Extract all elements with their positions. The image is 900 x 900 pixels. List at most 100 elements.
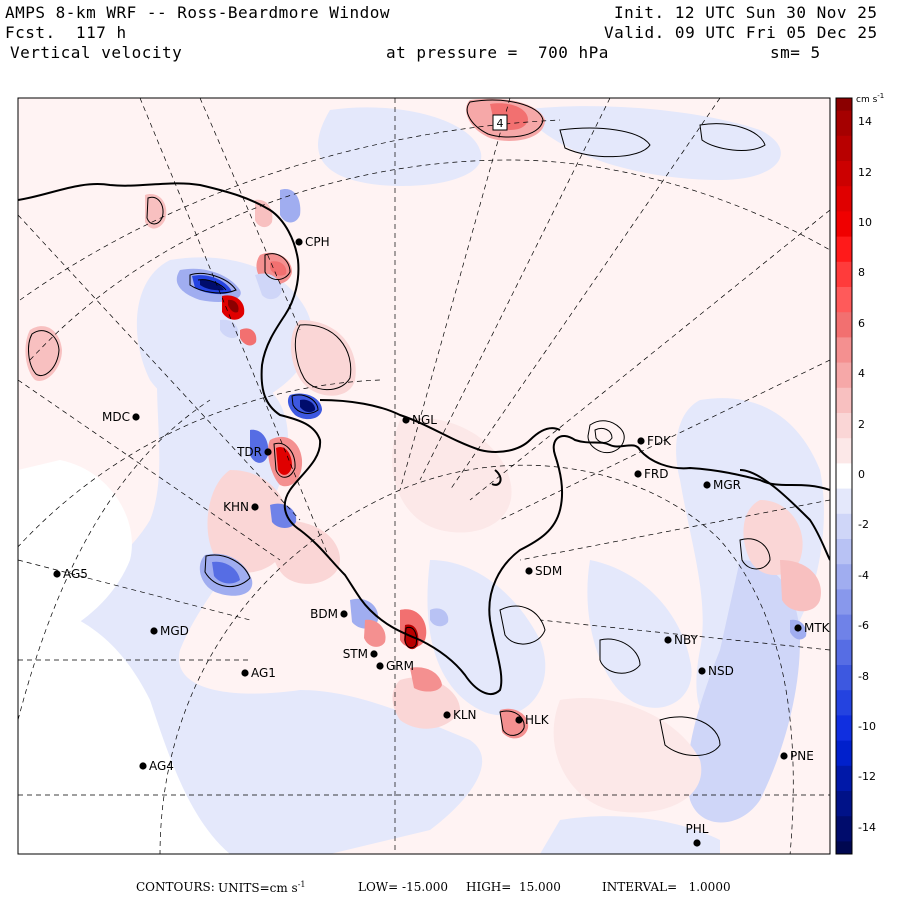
station-nsd: NSD — [698, 664, 734, 678]
colorbar-frame — [835, 97, 853, 855]
station-dot — [698, 667, 706, 675]
valid-time: Valid. 09 UTC Fri 05 Dec 25 — [604, 23, 878, 42]
station-nby: NBY — [664, 633, 699, 647]
colorbar-swatch — [836, 639, 852, 666]
station-grm: GRM — [376, 659, 414, 673]
station-label: NBY — [674, 633, 699, 647]
colorbar-tick-label: -14 — [858, 820, 876, 834]
station-ag5: AG5 — [53, 567, 88, 581]
station-khn: KHN — [223, 500, 259, 514]
colorbar-tick-label: 14 — [858, 115, 872, 129]
footer-contours-label: CONTOURS: — [136, 880, 215, 894]
station-pne: PNE — [780, 749, 814, 763]
colorbar-tick-label: 0 — [858, 468, 865, 481]
station-dot — [693, 839, 701, 847]
colorbar-tick-label: -2 — [858, 518, 869, 532]
map-marker: 4 — [492, 114, 508, 131]
colorbar-tick-label: 10 — [858, 216, 872, 229]
station-dot — [53, 570, 61, 578]
colorbar-swatch — [836, 614, 852, 641]
contours — [28, 99, 771, 756]
colorbar-swatch — [836, 413, 852, 439]
pressure-level: at pressure = 700 hPa — [386, 43, 609, 62]
map-title: AMPS 8-km WRF -- Ross-Beardmore Window — [5, 3, 391, 22]
station-dot — [780, 752, 788, 760]
footer-high: HIGH= 15.000 — [466, 880, 561, 894]
station-frd: FRD — [634, 467, 668, 481]
station-kln: KLN — [443, 708, 477, 722]
station-fdk: FDK — [637, 434, 672, 448]
stations: CPH MDC NGL FDK FRD MGR TDR KHN AG5 SDM BDM MGD NBY M… — [53, 235, 830, 847]
colorbar-swatch — [836, 841, 852, 855]
colorbar-swatch — [836, 589, 852, 616]
station-cph: CPH — [295, 235, 330, 249]
station-dot — [150, 627, 158, 635]
station-label: AG4 — [149, 759, 174, 773]
map-frame — [17, 97, 831, 855]
colorbar-swatch — [836, 362, 852, 389]
station-dot — [664, 636, 672, 644]
station-label: NSD — [708, 664, 734, 678]
station-dot — [794, 624, 802, 632]
station-label: AG5 — [63, 567, 88, 581]
colorbar-swatch — [836, 665, 852, 691]
colorbar-swatch — [836, 312, 852, 338]
station-dot — [703, 481, 711, 489]
station-hlk: HLK — [515, 713, 550, 727]
station-label: NGL — [412, 413, 437, 427]
station-label: MGR — [713, 478, 741, 492]
colorbar-tick-label: 6 — [858, 316, 865, 330]
field-name: Vertical velocity — [10, 43, 183, 62]
station-mgr: MGR — [703, 478, 741, 492]
station-label: MTK — [804, 621, 831, 635]
station-label: GRM — [386, 659, 414, 673]
init-time: Init. 12 UTC Sun 30 Nov 25 — [614, 3, 878, 22]
colorbar-tick-label: 8 — [858, 266, 865, 280]
colorbar-tick-label: -8 — [858, 669, 869, 683]
colorbar-swatch — [836, 438, 852, 464]
colorbar-swatch — [836, 488, 852, 515]
colorbar-swatch — [836, 337, 852, 364]
station-label: MGD — [160, 624, 189, 638]
station-dot — [251, 503, 259, 511]
station-phl: PHL — [686, 822, 709, 847]
colorbar-swatch — [836, 816, 852, 842]
station-dot — [340, 610, 348, 618]
station-dot — [295, 238, 303, 246]
station-stm: STM — [343, 647, 378, 661]
station-mtk: MTK — [794, 621, 830, 635]
colorbar-tick-label: 2 — [858, 417, 865, 431]
station-label: KLN — [453, 708, 477, 722]
coastline — [18, 182, 830, 695]
colorbar-swatch — [836, 513, 852, 540]
forecast-hour: Fcst. 117 h — [5, 23, 127, 42]
colorbar-swatch — [836, 791, 852, 817]
station-dot — [443, 711, 451, 719]
station-bdm: BDM — [310, 607, 348, 621]
station-ag1: AG1 — [241, 666, 276, 680]
station-label: BDM — [310, 607, 338, 621]
colorbar — [836, 98, 852, 855]
map-marker-label: 4 — [497, 117, 504, 130]
colorbar-tick-label: -10 — [858, 720, 876, 733]
station-sdm: SDM — [525, 564, 562, 578]
station-label: PHL — [686, 822, 709, 836]
station-dot — [241, 669, 249, 677]
footer-interval: INTERVAL= 1.0000 — [602, 880, 731, 894]
station-dot — [370, 650, 378, 658]
station-label: AG1 — [251, 666, 276, 680]
station-ag4: AG4 — [139, 759, 174, 773]
colorbar-swatch — [836, 211, 852, 238]
station-dot — [525, 567, 533, 575]
colorbar-swatch — [836, 740, 852, 767]
footer-units: UNITS=cm s-1 — [218, 880, 306, 895]
station-ngl: NGL — [402, 413, 437, 427]
station-label: PNE — [790, 749, 814, 763]
map-panel: 4 CPH MDC NGL FDK FRD MGR TDR KHN AG5 SDM BDM MGD NB… — [18, 98, 830, 854]
colorbar-swatch — [836, 463, 852, 490]
colorbar-tick-label: -4 — [858, 568, 869, 582]
colorbar-swatch — [836, 287, 852, 313]
colorbar-swatch — [836, 135, 852, 162]
station-dot — [132, 413, 140, 421]
